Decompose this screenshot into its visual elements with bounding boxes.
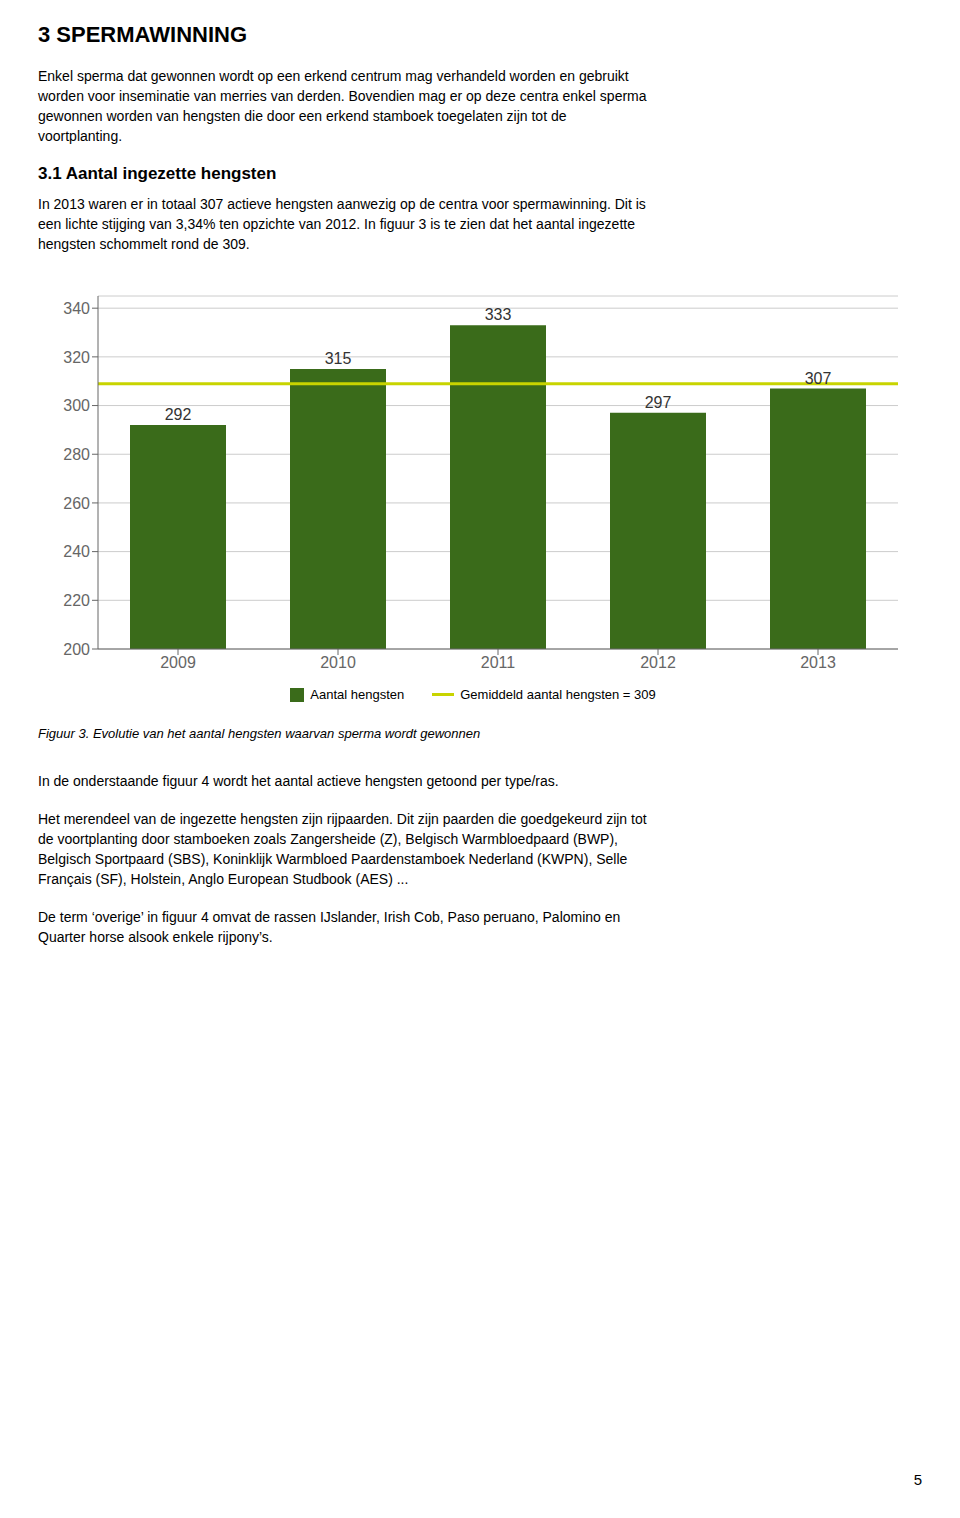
svg-text:260: 260 xyxy=(63,495,90,512)
html-text:worden voor inseminatie van me: worden voor inseminatie van merries van … xyxy=(38,88,647,104)
svg-text:2009: 2009 xyxy=(160,654,196,671)
html-text:gewonnen worden van hengsten d: gewonnen worden van hengsten die door ee… xyxy=(38,108,567,124)
svg-text:300: 300 xyxy=(63,397,90,414)
html-text:de voortplanting door stamboek: de voortplanting door stamboeken zoals Z… xyxy=(38,831,618,847)
html-text:5: 5 xyxy=(913,1471,922,1488)
html-text:In de onderstaande figuur 4 wo: In de onderstaande figuur 4 wordt het aa… xyxy=(38,773,559,789)
html-text:De term ‘overige’ in figuur 4: De term ‘overige’ in figuur 4 omvat de r… xyxy=(38,909,621,925)
html-text:3.1 Aantal ingezette hengsten: 3.1 Aantal ingezette hengsten xyxy=(38,164,277,183)
html-text:In 2013 waren er in totaal 307: In 2013 waren er in totaal 307 actieve h… xyxy=(38,196,646,212)
svg-text:200: 200 xyxy=(63,641,90,658)
svg-text:240: 240 xyxy=(63,543,90,560)
html-text:hengsten schommelt rond de 309: hengsten schommelt rond de 309. xyxy=(38,236,250,252)
html-text:Figuur 3. Evolutie van het aan: Figuur 3. Evolutie van het aantal hengst… xyxy=(38,726,481,741)
svg-text:320: 320 xyxy=(63,349,90,366)
svg-text:292: 292 xyxy=(165,406,192,423)
html-text:Français (SF), Holstein, Anglo: Français (SF), Holstein, Anglo European … xyxy=(38,871,409,887)
html-text:een lichte stijging van 3,34%: een lichte stijging van 3,34% ten opzich… xyxy=(38,216,635,232)
html-text:Quarter horse alsook enkele ri: Quarter horse alsook enkele rijpony’s. xyxy=(38,929,273,945)
svg-text:2012: 2012 xyxy=(640,654,676,671)
svg-text:2013: 2013 xyxy=(800,654,836,671)
svg-text:315: 315 xyxy=(325,350,352,367)
svg-text:307: 307 xyxy=(805,370,832,387)
html-text:voortplanting.: voortplanting. xyxy=(38,128,123,144)
html-text:Gemiddeld aantal hengsten = 30: Gemiddeld aantal hengsten = 309 xyxy=(460,687,656,702)
html-text:Belgisch Sportpaard (SBS), Kon: Belgisch Sportpaard (SBS), Koninklijk Wa… xyxy=(38,851,628,867)
svg-text:297: 297 xyxy=(645,394,672,411)
svg-text:2010: 2010 xyxy=(320,654,356,671)
svg-text:220: 220 xyxy=(63,592,90,609)
html-text:Het merendeel van de ingezette: Het merendeel van de ingezette hengsten … xyxy=(38,811,647,827)
html-text:Aantal hengsten: Aantal hengsten xyxy=(310,687,405,702)
svg-text:2011: 2011 xyxy=(481,654,516,671)
svg-text:340: 340 xyxy=(63,300,90,317)
html-text:3 SPERMAWINNING: 3 SPERMAWINNING xyxy=(38,22,247,47)
html-text:Enkel sperma dat gewonnen word: Enkel sperma dat gewonnen wordt op een e… xyxy=(38,68,629,84)
svg-text:333: 333 xyxy=(485,306,512,323)
svg-text:280: 280 xyxy=(63,446,90,463)
